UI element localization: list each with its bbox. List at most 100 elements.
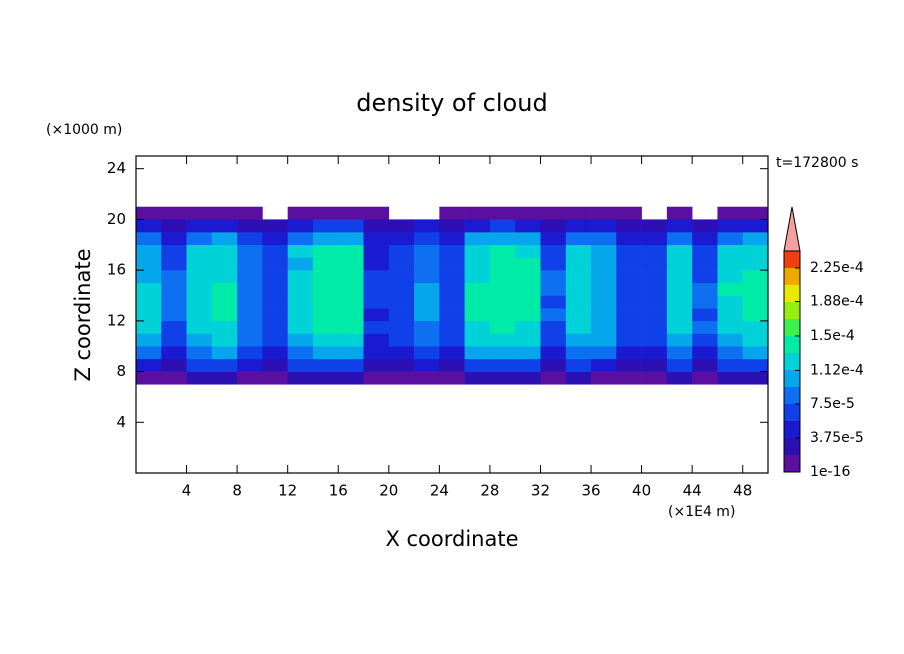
contour-cell xyxy=(540,244,567,258)
contour-cell xyxy=(489,282,516,296)
contour-cell xyxy=(237,295,263,309)
contour-cell xyxy=(287,257,314,271)
colorbar-band xyxy=(784,370,800,387)
contour-cell xyxy=(136,308,162,322)
contour-cell xyxy=(211,257,238,271)
contour-cell xyxy=(692,346,718,360)
colorbar-band xyxy=(784,438,800,455)
contour-cell xyxy=(591,333,617,347)
contour-cell xyxy=(742,232,769,246)
contour-cell xyxy=(312,244,339,258)
colorbar-frame xyxy=(783,250,801,473)
contour-cell xyxy=(287,270,314,284)
contour-cell xyxy=(338,206,364,220)
contour-cell xyxy=(439,206,465,220)
contour-cell xyxy=(540,346,567,360)
contour-cell xyxy=(186,270,213,284)
contour-cell xyxy=(515,320,541,334)
contour-cell xyxy=(414,244,440,258)
contour-cell xyxy=(439,244,465,258)
contour-cell xyxy=(237,232,263,246)
contour-cell xyxy=(666,257,693,271)
contour-cell xyxy=(616,282,642,296)
contour-cell xyxy=(540,257,567,271)
x-tick-label: 40 xyxy=(632,482,651,500)
contour-cell xyxy=(641,219,668,233)
contour-cell xyxy=(363,270,390,284)
contour-cell xyxy=(287,219,314,233)
contour-cell xyxy=(515,333,541,347)
contour-cell xyxy=(692,320,718,334)
contour-cell xyxy=(363,320,390,334)
contour-cell xyxy=(464,270,491,284)
colorbar-band xyxy=(784,421,800,438)
contour-cell xyxy=(363,371,390,385)
contour-cell xyxy=(591,371,617,385)
contour-cell xyxy=(414,282,440,296)
contour-cell xyxy=(186,257,213,271)
contour-cell xyxy=(312,295,339,309)
contour-cell xyxy=(237,371,263,385)
colorbar-tick-label: 1.5e-4 xyxy=(810,328,855,344)
contour-cell xyxy=(287,320,314,334)
contour-cell xyxy=(136,270,162,284)
contour-cell xyxy=(591,244,617,258)
contour-cell xyxy=(186,308,213,322)
contour-cell xyxy=(464,257,491,271)
x-tick-label: 12 xyxy=(278,482,297,500)
contour-cell xyxy=(717,333,744,347)
contour-cell xyxy=(515,232,541,246)
contour-cell xyxy=(262,346,288,360)
contour-cell xyxy=(666,282,693,296)
contour-cell xyxy=(591,219,617,233)
contour-cell xyxy=(388,295,415,309)
contour-cell xyxy=(287,232,314,246)
contour-cell xyxy=(717,244,744,258)
contour-cell xyxy=(312,232,339,246)
contour-cell xyxy=(262,244,288,258)
contour-cell xyxy=(136,358,162,372)
contour-cell xyxy=(312,206,339,220)
contour-cell xyxy=(211,219,238,233)
contour-cell xyxy=(211,282,238,296)
contour-cell xyxy=(312,219,339,233)
contour-cell xyxy=(742,371,769,385)
contour-cell xyxy=(312,333,339,347)
colorbar-tick-label: 7.5e-5 xyxy=(810,396,855,412)
contour-cell xyxy=(591,206,617,220)
contour-cell xyxy=(338,320,364,334)
contour-cell xyxy=(717,232,744,246)
contour-cell xyxy=(363,308,390,322)
contour-cell xyxy=(616,346,642,360)
contour-cell xyxy=(641,371,668,385)
contour-cell xyxy=(489,346,516,360)
contour-cell xyxy=(641,282,668,296)
contour-cell xyxy=(565,295,592,309)
contour-cell xyxy=(262,257,288,271)
contour-cell xyxy=(666,308,693,322)
contour-cell xyxy=(540,219,567,233)
colorbar-tick-label: 1e-16 xyxy=(810,464,850,480)
contour-cell xyxy=(262,295,288,309)
contour-cell xyxy=(515,282,541,296)
contour-cell xyxy=(591,346,617,360)
contour-cell xyxy=(186,295,213,309)
contour-cell xyxy=(666,346,693,360)
contour-cell xyxy=(388,371,415,385)
contour-cell xyxy=(515,295,541,309)
contour-cell xyxy=(338,295,364,309)
contour-cell xyxy=(161,270,187,284)
contour-cell xyxy=(565,320,592,334)
contour-cell xyxy=(565,206,592,220)
chart-title: density of cloud xyxy=(356,89,547,117)
contour-cell xyxy=(565,308,592,322)
contour-cell xyxy=(464,295,491,309)
plot-frame xyxy=(135,155,769,474)
contour-cell xyxy=(641,232,668,246)
contour-cell xyxy=(616,244,642,258)
contour-cell xyxy=(237,346,263,360)
contour-cell xyxy=(287,308,314,322)
contour-cell xyxy=(515,358,541,372)
contour-cell xyxy=(742,282,769,296)
contour-cell xyxy=(641,358,668,372)
